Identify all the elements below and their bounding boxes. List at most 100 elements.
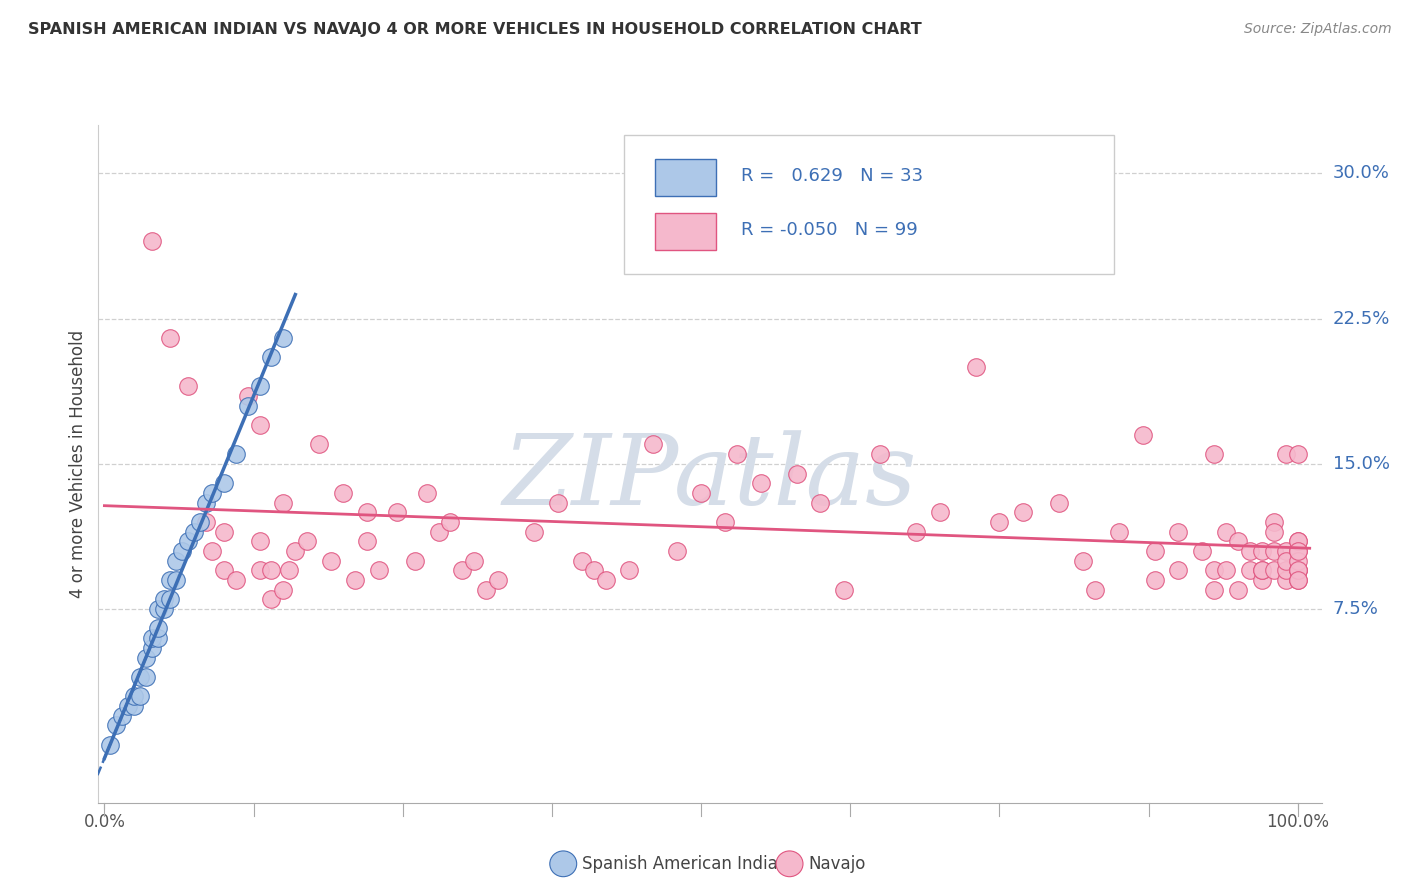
- Point: [111, 708, 134, 723]
- Point: [194, 515, 217, 529]
- Point: [385, 505, 408, 519]
- Point: [1204, 447, 1226, 461]
- Point: [146, 631, 169, 645]
- Text: Spanish American Indians: Spanish American Indians: [582, 855, 797, 872]
- Point: [332, 486, 354, 500]
- Point: [595, 573, 617, 587]
- Point: [1286, 554, 1309, 568]
- Point: [1204, 563, 1226, 577]
- Point: [153, 602, 176, 616]
- Y-axis label: 4 or more Vehicles in Household: 4 or more Vehicles in Household: [69, 330, 87, 598]
- Point: [141, 640, 163, 655]
- Text: SPANISH AMERICAN INDIAN VS NAVAJO 4 OR MORE VEHICLES IN HOUSEHOLD CORRELATION CH: SPANISH AMERICAN INDIAN VS NAVAJO 4 OR M…: [28, 22, 922, 37]
- Point: [297, 534, 319, 549]
- Point: [159, 573, 181, 587]
- Text: ZIPatlas: ZIPatlas: [503, 430, 917, 525]
- Point: [1251, 544, 1274, 558]
- Point: [122, 698, 145, 713]
- FancyBboxPatch shape: [655, 213, 716, 251]
- Point: [236, 389, 259, 403]
- Point: [146, 602, 169, 616]
- Point: [194, 495, 217, 509]
- Point: [1275, 447, 1298, 461]
- Point: [260, 351, 283, 365]
- Point: [343, 573, 366, 587]
- Point: [273, 582, 295, 597]
- Point: [249, 379, 271, 393]
- Point: [965, 359, 987, 374]
- Point: [1251, 573, 1274, 587]
- Point: [1191, 544, 1213, 558]
- Point: [1286, 534, 1309, 549]
- Point: [1286, 563, 1309, 577]
- Point: [1286, 573, 1309, 587]
- Point: [236, 399, 259, 413]
- Point: [141, 631, 163, 645]
- Point: [273, 331, 295, 345]
- Point: [1084, 582, 1107, 597]
- Point: [810, 495, 832, 509]
- Point: [188, 515, 211, 529]
- Text: R =   0.629   N = 33: R = 0.629 N = 33: [741, 167, 922, 185]
- Point: [1251, 563, 1274, 577]
- Point: [1263, 563, 1285, 577]
- Point: [1275, 563, 1298, 577]
- Point: [1047, 495, 1070, 509]
- Point: [1227, 582, 1250, 597]
- Point: [135, 670, 157, 684]
- FancyBboxPatch shape: [655, 159, 716, 196]
- Point: [159, 331, 181, 345]
- Point: [928, 505, 950, 519]
- Point: [619, 563, 641, 577]
- Point: [832, 582, 855, 597]
- Point: [356, 505, 378, 519]
- Point: [170, 544, 193, 558]
- Point: [212, 476, 235, 491]
- Point: [1263, 515, 1285, 529]
- Point: [1275, 544, 1298, 558]
- Point: [212, 524, 235, 539]
- Point: [1251, 563, 1274, 577]
- Point: [284, 544, 307, 558]
- Point: [141, 234, 163, 248]
- Point: [1071, 554, 1094, 568]
- Point: [356, 534, 378, 549]
- Point: [1286, 563, 1309, 577]
- Point: [1263, 544, 1285, 558]
- Point: [571, 554, 593, 568]
- Point: [165, 554, 187, 568]
- Point: [582, 563, 605, 577]
- Point: [1132, 427, 1154, 442]
- Point: [321, 554, 343, 568]
- Point: [486, 573, 509, 587]
- Point: [212, 563, 235, 577]
- Point: [1108, 524, 1130, 539]
- FancyBboxPatch shape: [624, 135, 1114, 274]
- Point: [904, 524, 927, 539]
- Point: [183, 524, 205, 539]
- Point: [98, 738, 121, 752]
- Point: [869, 447, 891, 461]
- Text: Navajo: Navajo: [808, 855, 865, 872]
- Point: [1286, 534, 1309, 549]
- Point: [165, 573, 187, 587]
- Point: [1215, 524, 1237, 539]
- Point: [146, 622, 169, 636]
- Point: [1286, 573, 1309, 587]
- Text: Source: ZipAtlas.com: Source: ZipAtlas.com: [1244, 22, 1392, 37]
- Point: [177, 534, 200, 549]
- Point: [988, 515, 1011, 529]
- Point: [523, 524, 546, 539]
- Point: [129, 690, 152, 704]
- Point: [1143, 544, 1166, 558]
- Point: [249, 534, 271, 549]
- Point: [1263, 524, 1285, 539]
- Text: R = -0.050   N = 99: R = -0.050 N = 99: [741, 221, 917, 239]
- Point: [439, 515, 461, 529]
- Point: [117, 698, 139, 713]
- Point: [1227, 534, 1250, 549]
- Point: [1275, 554, 1298, 568]
- Point: [463, 554, 485, 568]
- Text: 15.0%: 15.0%: [1333, 455, 1389, 473]
- Point: [260, 592, 283, 607]
